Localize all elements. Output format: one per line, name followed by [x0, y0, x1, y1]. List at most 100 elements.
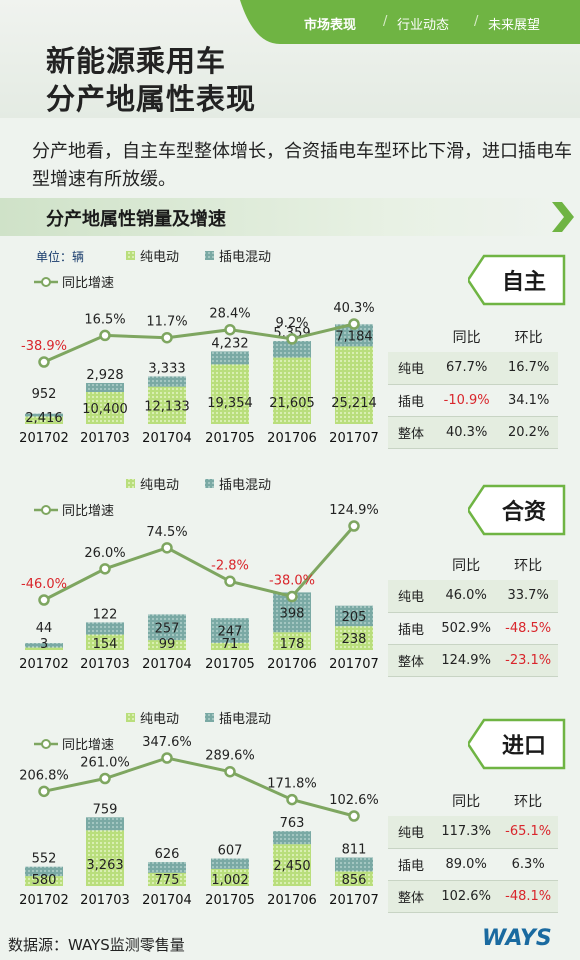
x-tick-label: 201707 [329, 893, 379, 906]
cell-mom: -48.1% [498, 880, 558, 913]
cell-yoy: 117.3% [434, 816, 499, 849]
row-label: 整体 [388, 416, 434, 449]
bar-phev-value-label: 759 [93, 802, 118, 817]
bar-phev [25, 866, 63, 877]
bar-bev-value-label: 1,002 [211, 873, 248, 888]
growth-marker [348, 810, 360, 822]
growth-value-label: -2.8% [211, 558, 249, 573]
growth-line [43, 756, 355, 818]
table-header: 环比 [514, 794, 543, 810]
growth-marker [38, 594, 50, 606]
bar-bev [25, 647, 63, 650]
x-tick-label: 201704 [142, 431, 192, 444]
bar-phev-value-label: 763 [280, 816, 305, 831]
legend-growth-marker [41, 739, 51, 749]
footer-logo: WAYS [482, 926, 552, 951]
badge-import-label: 进口 [502, 734, 546, 759]
legend-growth-label: 同比增速 [62, 738, 114, 753]
bar-phev-value-label: 257 [155, 621, 180, 636]
x-tick-label: 201705 [205, 893, 255, 906]
legend-phev-swatch [205, 479, 214, 488]
x-tick-label: 201702 [19, 657, 69, 670]
growth-value-label: 9.2% [275, 316, 308, 331]
x-tick-label: 201706 [267, 657, 317, 670]
growth-marker [38, 785, 50, 798]
bar-bev [273, 632, 311, 650]
table-header: 同比 [452, 558, 481, 574]
table-joint-venture: 同比 环比 纯电 46.0% 33.7% 插电 502.9% -48.5% 整体 124.9… [388, 550, 558, 677]
nav-outlook[interactable]: 未来展望 [488, 18, 541, 33]
bar-bev-value-label: 21,605 [269, 396, 315, 411]
growth-value-label: 289.6% [205, 749, 255, 764]
growth-marker [224, 323, 236, 336]
growth-value-label: 206.8% [19, 768, 69, 783]
legend-growth-label: 同比增速 [62, 276, 114, 291]
badge-joint-venture: 合资 [468, 484, 566, 536]
growth-marker [161, 752, 173, 764]
bar-phev-value-label: 4,232 [211, 336, 248, 351]
bar-phev-value-label: 44 [36, 621, 53, 636]
growth-value-label: 28.4% [209, 307, 250, 322]
legend-phev-label: 插电混动 [219, 250, 271, 265]
bar-bev-value-label: 178 [280, 637, 305, 652]
bar-phev [86, 382, 124, 392]
growth-value-label: 102.6% [329, 793, 379, 808]
bar-bev-value-label: 3,263 [86, 858, 123, 873]
row-label: 整体 [388, 644, 434, 677]
legend-bev-label: 纯电动 [140, 712, 179, 727]
legend-phev-label: 插电混动 [219, 712, 271, 727]
cell-yoy: 124.9% [434, 644, 499, 677]
growth-value-label: -38.0% [269, 574, 315, 589]
legend-growth-marker [41, 277, 51, 287]
row-label: 纯电 [388, 816, 434, 849]
legend-phev-swatch [205, 713, 214, 722]
bar-phev [335, 857, 373, 872]
bar-bev-value-label: 10,400 [82, 402, 128, 417]
bar-phev-value-label: 607 [218, 844, 243, 859]
bar-bev [86, 634, 124, 650]
unit-label: 单位：辆 [36, 249, 84, 264]
cell-mom: 34.1% [499, 384, 558, 417]
growth-marker [286, 793, 298, 806]
section-title: 分产地属性销量及增速 [46, 209, 226, 230]
badge-domestic-label: 自主 [502, 269, 546, 295]
bar-phev [273, 831, 311, 845]
legend-growth-label: 同比增速 [62, 504, 114, 519]
badge-joint-venture-label: 合资 [502, 499, 546, 525]
page-title-line1: 新能源乘用车 [46, 44, 227, 78]
cell-mom: 16.7% [499, 352, 558, 385]
bar-phev-value-label: 2,928 [86, 368, 123, 383]
nav-industry[interactable]: 行业动态 [397, 18, 450, 33]
page-title-line2: 分产地属性表现 [46, 82, 257, 116]
growth-marker [99, 329, 111, 342]
x-tick-label: 201702 [19, 893, 69, 906]
cell-yoy: 502.9% [434, 612, 499, 645]
bar-bev-value-label: 154 [93, 637, 118, 652]
growth-marker [161, 542, 173, 554]
cell-yoy: -10.9% [434, 384, 500, 417]
nav-market[interactable]: 市场表现 [304, 18, 357, 33]
row-label: 纯电 [388, 580, 434, 613]
x-tick-label: 201706 [267, 431, 317, 444]
bar-bev [86, 830, 124, 886]
bar-phev-value-label: 205 [342, 610, 367, 625]
legend-phev-label: 插电混动 [219, 478, 271, 493]
cell-yoy: 102.6% [434, 880, 499, 913]
cell-mom: 20.2% [499, 416, 558, 449]
growth-marker [99, 563, 111, 575]
legend-bev-swatch [126, 713, 135, 722]
cell-yoy: 89.0% [434, 848, 499, 881]
bar-bev [335, 626, 373, 650]
bar-bev-value-label: 19,354 [207, 396, 253, 411]
cell-yoy: 40.3% [434, 416, 500, 449]
growth-value-label: 347.6% [142, 735, 192, 750]
x-tick-label: 201703 [80, 431, 130, 444]
cell-mom: -23.1% [498, 644, 558, 677]
cell-yoy: 67.7% [434, 352, 500, 385]
growth-value-label: 40.3% [333, 301, 374, 316]
growth-marker [286, 590, 298, 603]
bar-bev-value-label: 3 [40, 637, 48, 652]
bar-phev-value-label: 952 [32, 387, 57, 402]
